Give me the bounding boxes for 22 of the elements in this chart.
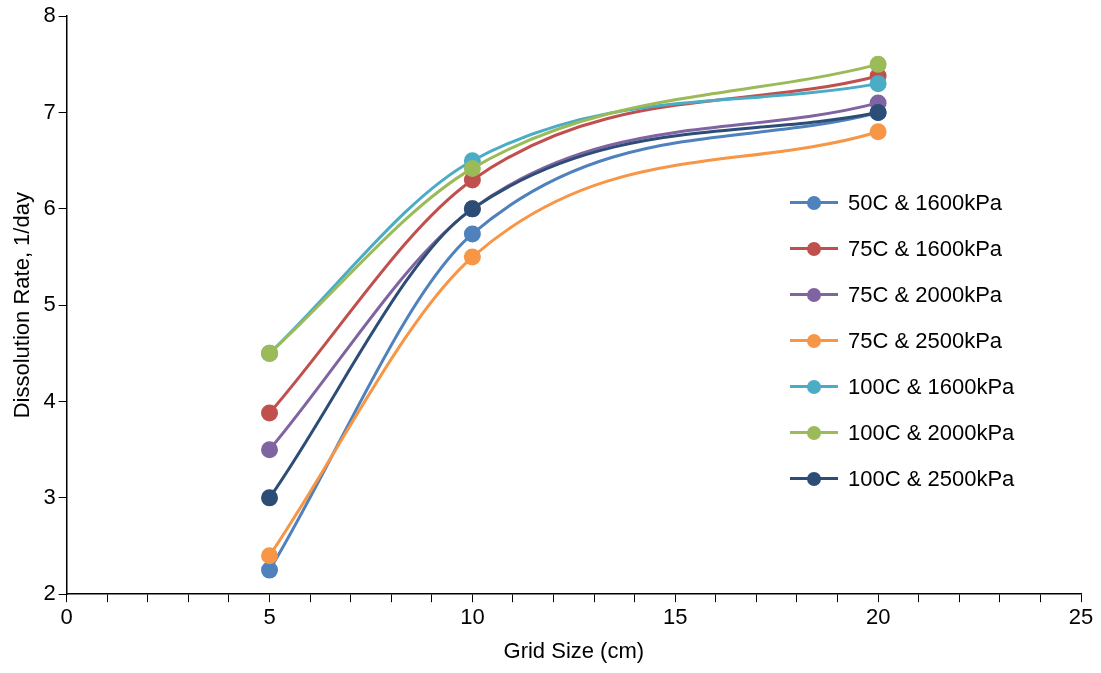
legend-label: 75C & 1600kPa (848, 236, 1003, 262)
legend-label: 100C & 2500kPa (848, 466, 1015, 492)
y-tick-label: 5 (43, 291, 56, 317)
x-tick-label: 0 (60, 604, 73, 630)
y-tick-label: 7 (43, 98, 56, 124)
legend-label: 75C & 2000kPa (848, 282, 1003, 308)
y-tick-label: 3 (43, 483, 56, 509)
x-tick-label: 25 (1068, 604, 1094, 630)
x-tick-label: 15 (663, 604, 688, 630)
legend-label: 100C & 2000kPa (848, 420, 1015, 446)
legend-label: 100C & 1600kPa (848, 374, 1015, 400)
y-axis-title: Dissolution Rate, 1/day (9, 192, 35, 419)
y-tick-label: 2 (43, 580, 56, 606)
y-tick-label: 6 (43, 194, 56, 220)
x-axis-title: Grid Size (cm) (503, 637, 645, 663)
x-tick-label: 20 (865, 604, 891, 630)
x-tick-label: 10 (460, 604, 485, 630)
legend-label: 50C & 1600kPa (848, 190, 1003, 216)
y-tick-label: 4 (43, 387, 56, 413)
x-tick-label: 5 (263, 604, 276, 630)
legend-label: 75C & 2500kPa (848, 328, 1003, 354)
y-tick-label: 8 (43, 2, 56, 28)
